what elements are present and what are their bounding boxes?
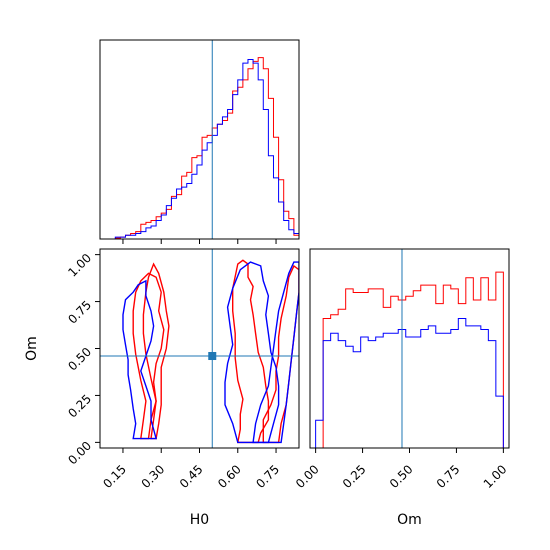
contour-blue — [224, 261, 280, 444]
x-tick-label: 0.00 — [293, 462, 322, 491]
y-tick-label: 0.75 — [65, 298, 94, 327]
contour-lines — [122, 259, 299, 444]
y-tick-label: 0.25 — [65, 392, 94, 421]
y-tick-label: 0.50 — [65, 345, 94, 374]
h0-hist-frame — [99, 39, 300, 240]
panel-om-marginal: 0.00 0.25 0.50 0.75 1.00 Om — [293, 248, 510, 528]
x-tick-label: 0.15 — [100, 462, 129, 491]
x-tick-label: 0.50 — [387, 462, 416, 491]
x-tick-label: 0.60 — [215, 462, 244, 491]
truth-marker — [208, 352, 217, 361]
contour-blue — [252, 261, 299, 444]
panel-h0-om-contour: 0.15 0.30 0.45 0.60 0.75 0.00 0.25 0.50 0.75 1.00… — [24, 248, 300, 528]
h0-hist-blue — [114, 58, 300, 239]
y-tick-label: 1.00 — [65, 251, 94, 280]
om-hist-frame — [309, 248, 510, 449]
x-tick-label: 0.75 — [434, 462, 463, 491]
x-tick-label: 1.00 — [481, 462, 510, 491]
x-axis-label: Om — [397, 512, 422, 528]
om-hist-blue — [315, 317, 504, 448]
x-tick-label: 0.75 — [253, 462, 282, 491]
y-axis-label: Om — [24, 336, 40, 361]
contour-frame — [99, 248, 300, 449]
x-axis-label: H0 — [190, 512, 209, 528]
contour-blue — [122, 279, 158, 440]
x-tick-label: 0.45 — [177, 462, 206, 491]
panel-h0-marginal — [99, 39, 300, 244]
h0-hist-red — [114, 57, 300, 239]
om-hist-red — [315, 271, 504, 449]
y-tick-label: 0.00 — [65, 439, 94, 468]
x-tick-label: 0.30 — [139, 462, 168, 491]
contour-red — [231, 259, 270, 444]
contour-red — [142, 262, 170, 440]
x-tick-label: 0.25 — [340, 462, 369, 491]
